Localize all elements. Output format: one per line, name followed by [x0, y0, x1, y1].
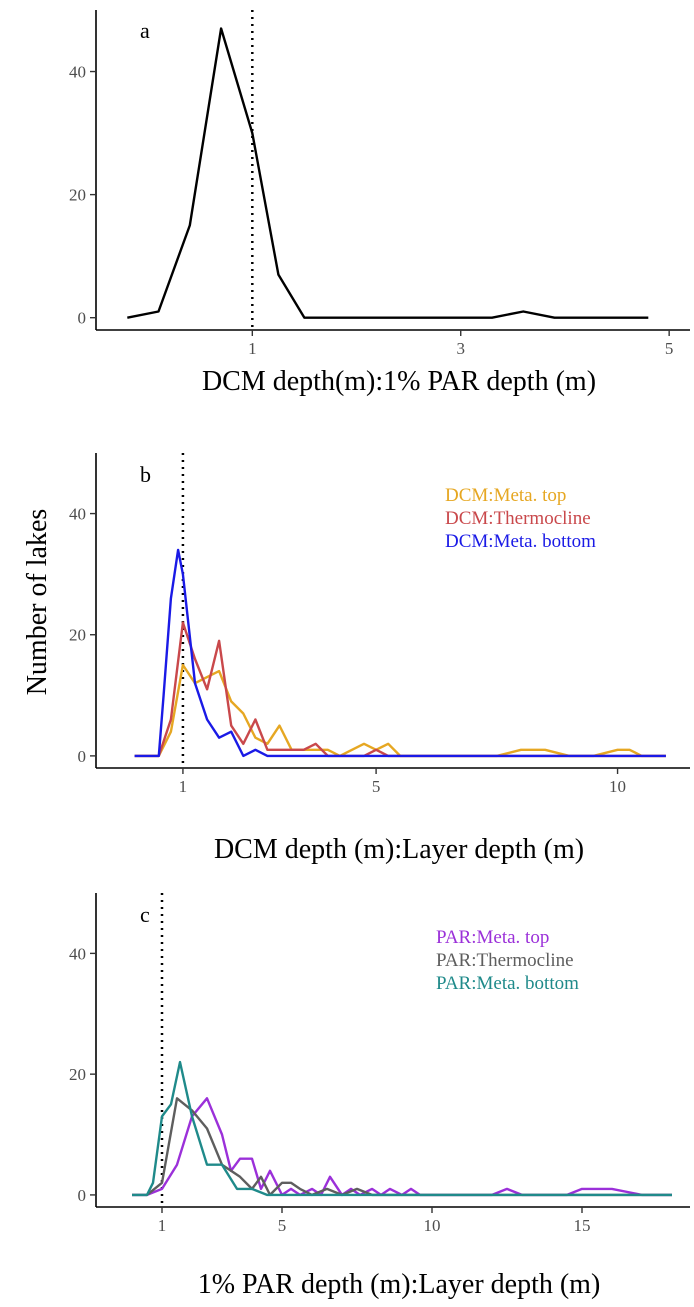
series-line-par-meta-bottom [132, 1060, 672, 1197]
x-tick-label: 10 [424, 1216, 441, 1235]
legend-entry: DCM:Meta. bottom [445, 531, 596, 552]
panel-a: 0 20 40 1 3 5 a DCM depth(m):1% PAR depth (m) [69, 10, 690, 397]
x-tick-label: 1 [248, 339, 257, 358]
panel-label: c [140, 902, 150, 927]
y-tick-label: 40 [69, 944, 86, 963]
x-tick-label: 5 [665, 339, 674, 358]
x-tick-label: 5 [372, 777, 381, 796]
legend-entry: PAR:Meta. top [436, 927, 549, 948]
series-line-par-meta-top [132, 1097, 672, 1197]
y-tick-label: 20 [69, 186, 86, 205]
x-axis-title: 1% PAR depth (m):Layer depth (m) [198, 1269, 601, 1300]
panel-label: a [140, 18, 150, 43]
y-tick-label: 20 [69, 1065, 86, 1084]
x-tick-label: 3 [456, 339, 465, 358]
x-tick-label: 10 [609, 777, 626, 796]
y-tick-label: 0 [78, 309, 87, 328]
y-axis-title: Number of lakes [22, 509, 53, 696]
x-axis-title: DCM depth(m):1% PAR depth (m) [202, 366, 596, 397]
x-tick-label: 1 [158, 1216, 167, 1235]
y-tick-label: 20 [69, 626, 86, 645]
y-tick-label: 0 [78, 1186, 87, 1205]
series-line-main [127, 27, 649, 319]
x-axis-title: DCM depth (m):Layer depth (m) [214, 834, 584, 865]
y-tick-label: 0 [78, 747, 87, 766]
y-tick-label: 40 [69, 505, 86, 524]
panel-label: b [140, 462, 151, 487]
legend-entry: DCM:Meta. top [445, 485, 566, 506]
x-tick-label: 15 [574, 1216, 591, 1235]
series-line-dcm-meta-top [134, 663, 666, 758]
x-tick-label: 1 [179, 777, 188, 796]
series-line-dcm-meta-bottom [134, 548, 666, 758]
series-line-dcm-thermocline [134, 621, 666, 758]
x-tick-label: 5 [278, 1216, 287, 1235]
legend-entry: PAR:Meta. bottom [436, 973, 579, 994]
legend-entry: DCM:Thermocline [445, 508, 591, 529]
y-tick-label: 40 [69, 63, 86, 82]
legend-entry: PAR:Thermocline [436, 950, 574, 971]
